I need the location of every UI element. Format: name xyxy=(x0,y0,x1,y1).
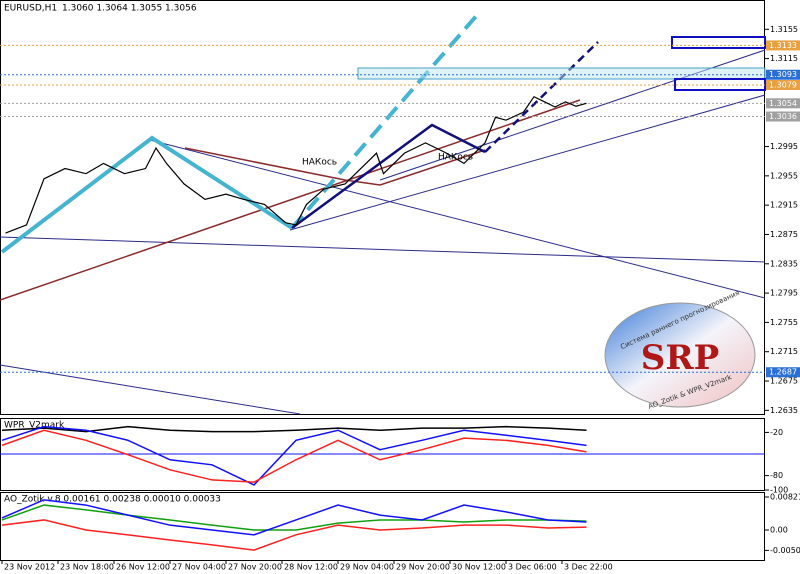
wpr-title: WPR_V2mark xyxy=(4,421,65,431)
y-tick-label: -80 xyxy=(770,471,783,480)
logo-badge xyxy=(604,302,756,408)
y-tick-label: 1.2715 xyxy=(770,347,798,356)
y-tick-label: 1.2635 xyxy=(770,406,798,415)
price-label: 1.3093 xyxy=(769,70,797,79)
data-line xyxy=(5,95,587,234)
trend-line xyxy=(289,94,766,231)
trend-line xyxy=(149,139,766,299)
annotation: НАКось xyxy=(438,153,473,163)
price-label: 1.3036 xyxy=(769,112,797,121)
y-tick-label: 0.00821 xyxy=(770,492,800,501)
price-label: 1.3133 xyxy=(769,41,797,50)
trend-line xyxy=(184,147,486,186)
price-label-bg xyxy=(766,98,800,109)
x-tick-label: 3 Dec 22:00 xyxy=(564,563,613,572)
zigzag xyxy=(0,135,294,254)
y-tick-label: -0.00507 xyxy=(770,546,800,555)
zigzag-projection xyxy=(484,41,599,153)
data-line xyxy=(1,425,587,486)
main-panel xyxy=(0,0,765,415)
trend-line xyxy=(0,364,301,415)
zigzag xyxy=(291,123,486,230)
logo-text: SRP xyxy=(641,338,719,378)
annotation: НАКось xyxy=(302,158,337,168)
x-tick-label: 27 Nov 20:00 xyxy=(228,563,282,572)
price-label-bg xyxy=(766,367,800,378)
price-label: 1.3054 xyxy=(769,99,797,108)
price-label-bg xyxy=(766,79,800,90)
y-tick-label: 1.2795 xyxy=(770,289,798,298)
data-line xyxy=(1,504,587,531)
x-tick-label: 23 Nov 18:00 xyxy=(60,563,114,572)
price-label-bg xyxy=(766,69,800,80)
y-tick-label: 0.00 xyxy=(770,526,788,535)
x-tick-label: 30 Nov 12:00 xyxy=(452,563,506,572)
y-tick-label: -20 xyxy=(770,428,783,437)
price-label-bg xyxy=(766,111,800,122)
x-tick-label: 29 Nov 04:00 xyxy=(340,563,394,572)
data-line xyxy=(1,425,587,433)
y-tick-label: -100 xyxy=(770,486,788,495)
symbol-title: EURUSD,H1 xyxy=(4,4,57,14)
data-line xyxy=(1,429,587,483)
x-tick-label: 28 Nov 12:00 xyxy=(284,563,338,572)
trend-line xyxy=(0,236,766,263)
y-tick-label: 1.2835 xyxy=(770,259,798,268)
x-tick-label: 23 Nov 2012 xyxy=(4,563,55,572)
trend-line xyxy=(0,99,581,301)
y-tick-label: 1.3155 xyxy=(770,25,798,34)
zone-box xyxy=(671,36,766,49)
data-line xyxy=(1,499,587,536)
x-tick-label: 3 Dec 06:00 xyxy=(508,563,557,572)
price-label: 1.2687 xyxy=(769,368,797,377)
price-label-bg xyxy=(766,40,800,51)
x-tick-label: 29 Nov 20:00 xyxy=(396,563,450,572)
y-tick-label: 1.2875 xyxy=(770,230,798,239)
x-tick-label: 26 Nov 12:00 xyxy=(116,563,170,572)
y-tick-label: 1.2755 xyxy=(770,318,798,327)
ao-title: AO_Zotik v.8 0.00161 0.00238 0.00010 0.0… xyxy=(4,495,221,505)
symbol-ohlc: 1.3060 1.3064 1.3055 1.3056 xyxy=(62,4,197,14)
y-tick-label: 1.2955 xyxy=(770,171,798,180)
y-tick-label: 1.2995 xyxy=(770,142,798,151)
data-line xyxy=(1,519,587,551)
x-tick-label: 27 Nov 04:00 xyxy=(172,563,226,572)
zone-box xyxy=(357,67,766,80)
y-tick-label: 1.2675 xyxy=(770,377,798,386)
y-tick-label: 1.3115 xyxy=(770,54,798,63)
ao-panel xyxy=(0,492,765,561)
y-tick-label: 1.2915 xyxy=(770,201,798,210)
price-label: 1.3079 xyxy=(769,80,797,89)
trend-lines xyxy=(0,12,766,415)
